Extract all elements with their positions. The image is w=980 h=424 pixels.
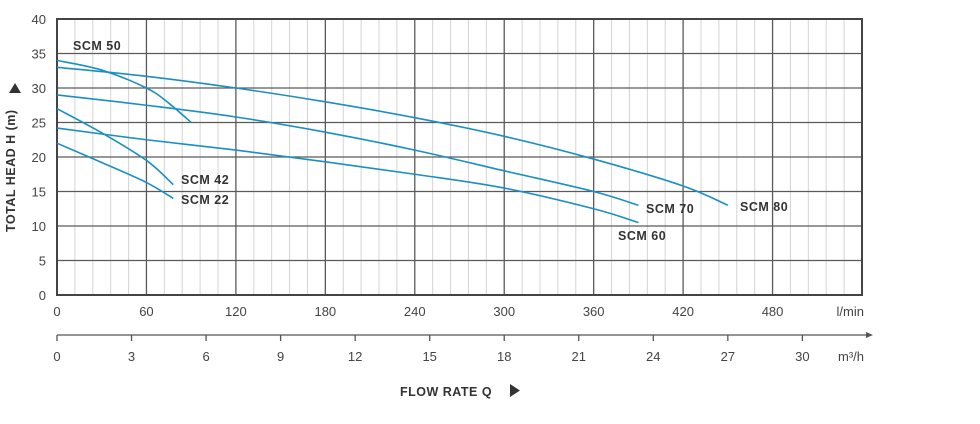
y-tick-label: 30 (32, 81, 46, 96)
series-label: SCM 80 (740, 200, 788, 214)
x-tick-label: 300 (493, 304, 515, 319)
x2-tick-label: 21 (572, 349, 586, 364)
x2-tick-label: 27 (721, 349, 735, 364)
y-tick-label: 35 (32, 47, 46, 62)
y-tick-label: 10 (32, 219, 46, 234)
y-tick-label: 0 (39, 288, 46, 303)
plot-frame (56, 18, 863, 296)
x2-unit-label: m³/h (838, 349, 864, 364)
x-tick-label: 480 (762, 304, 784, 319)
y-tick-label: 5 (39, 254, 46, 269)
x-tick-label: 120 (225, 304, 247, 319)
curve-scm-80 (56, 66, 729, 207)
curve-scm-60 (56, 127, 639, 224)
x-tick-label: 360 (583, 304, 605, 319)
series-label: SCM 42 (181, 173, 229, 187)
secondary-axis-arrow-icon (866, 332, 873, 338)
x2-tick-label: 30 (795, 349, 809, 364)
y-axis-title: TOTAL HEAD H (m) (4, 109, 18, 232)
x-tick-label: 60 (139, 304, 153, 319)
y-tick-label: 15 (32, 185, 46, 200)
x-tick-label: 0 (53, 304, 60, 319)
series-label: SCM 50 (73, 39, 121, 53)
series-label: SCM 70 (646, 202, 694, 216)
y-tick-label: 40 (32, 12, 46, 27)
x2-tick-label: 24 (646, 349, 660, 364)
x-axis-title: FLOW RATE Q (400, 385, 492, 399)
curve-scm-22 (56, 142, 174, 200)
series-label: SCM 22 (181, 193, 229, 207)
series-label: SCM 60 (618, 229, 666, 243)
curve-scm-70 (56, 94, 639, 207)
y-tick-label: 20 (32, 150, 46, 165)
x2-tick-label: 9 (277, 349, 284, 364)
curve-scm-42 (56, 107, 174, 186)
x2-tick-label: 6 (202, 349, 209, 364)
x-axis-arrow-icon (510, 384, 520, 397)
y-axis-arrow-icon (9, 83, 21, 93)
x2-tick-label: 15 (422, 349, 436, 364)
x2-tick-label: 3 (128, 349, 135, 364)
x2-tick-label: 12 (348, 349, 362, 364)
x2-tick-label: 0 (53, 349, 60, 364)
y-tick-label: 25 (32, 116, 46, 131)
x-unit-label: l/min (837, 304, 864, 319)
x-tick-label: 240 (404, 304, 426, 319)
x2-tick-label: 18 (497, 349, 511, 364)
x-tick-label: 420 (672, 304, 694, 319)
x-tick-label: 180 (314, 304, 336, 319)
